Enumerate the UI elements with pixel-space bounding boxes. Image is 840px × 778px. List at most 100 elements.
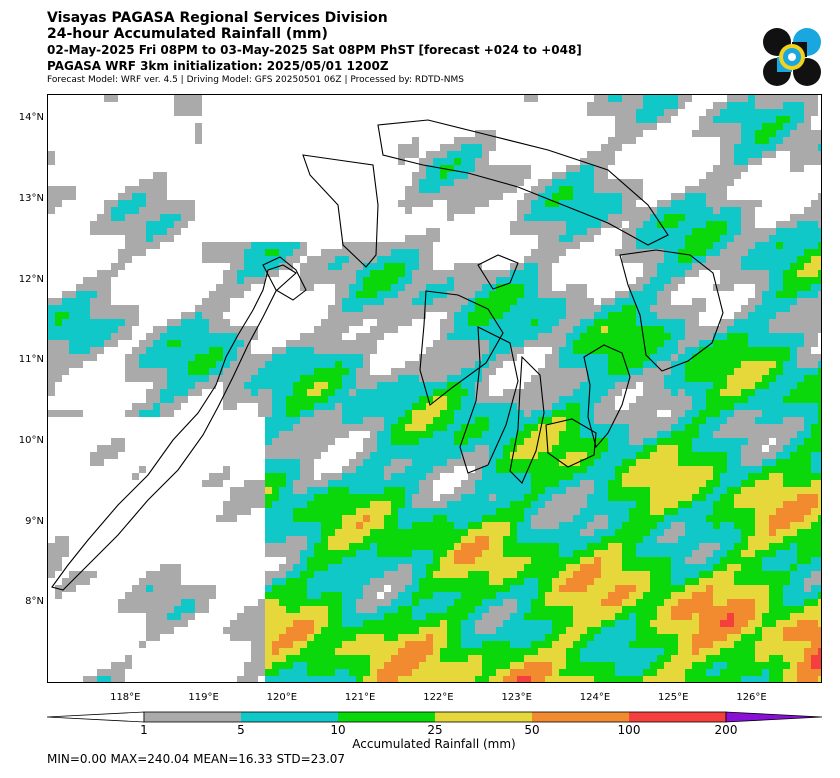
rainfall-cell [797,354,804,361]
rainfall-cell [370,585,377,592]
rainfall-cell [748,305,755,312]
rainfall-cell [391,242,398,249]
rainfall-cell [559,564,566,571]
rainfall-cell [391,417,398,424]
rainfall-cell [720,522,727,529]
rainfall-cell [573,179,580,186]
rainfall-cell [496,445,503,452]
rainfall-cell [713,228,720,235]
rainfall-cell [762,263,769,270]
rainfall-cell [699,403,706,410]
rainfall-cell [727,144,734,151]
rainfall-cell [517,494,524,501]
rainfall-cell [489,326,496,333]
rainfall-cell [426,459,433,466]
rainfall-cell [482,291,489,298]
rainfall-cell [377,403,384,410]
rainfall-cell [356,242,363,249]
rainfall-cell [475,431,482,438]
rainfall-cell [720,508,727,515]
rainfall-cell [566,242,573,249]
rainfall-cell [804,284,811,291]
rainfall-cell [706,459,713,466]
rainfall-cell [629,368,636,375]
rainfall-cell [475,151,482,158]
rainfall-cell [468,270,475,277]
rainfall-cell [461,277,468,284]
rainfall-cell [181,95,188,102]
rainfall-cell [90,312,97,319]
rainfall-cell [377,494,384,501]
rainfall-cell [762,375,769,382]
rainfall-cell [531,445,538,452]
rainfall-cell [377,536,384,543]
rainfall-cell [461,508,468,515]
rainfall-cell [363,417,370,424]
rainfall-cell [741,375,748,382]
rainfall-cell [664,291,671,298]
rainfall-cell [412,459,419,466]
rainfall-cell [580,515,587,522]
rainfall-cell [433,375,440,382]
rainfall-cell [713,242,720,249]
rainfall-cell [720,536,727,543]
rainfall-cell [286,550,293,557]
rainfall-cell [545,291,552,298]
rainfall-cell [104,298,111,305]
rainfall-cell [657,529,664,536]
rainfall-cell [272,403,279,410]
rainfall-cell [769,361,776,368]
rainfall-cell [664,228,671,235]
rainfall-cell [664,396,671,403]
rainfall-cell [216,326,223,333]
rainfall-cell [300,382,307,389]
rainfall-cell [538,480,545,487]
rainfall-cell [783,550,790,557]
rainfall-cell [629,585,636,592]
rainfall-cell [615,550,622,557]
rainfall-cell [797,109,804,116]
rainfall-cell [398,389,405,396]
rainfall-cell [531,249,538,256]
rainfall-cell [741,305,748,312]
rainfall-cell [405,417,412,424]
rainfall-cell [335,431,342,438]
rainfall-cell [776,557,783,564]
rainfall-cell [468,165,475,172]
rainfall-cell [517,228,524,235]
rainfall-cell [657,487,664,494]
rainfall-cell [727,578,734,585]
rainfall-cell [685,249,692,256]
rainfall-cell [797,319,804,326]
rainfall-cell [657,389,664,396]
rainfall-cell [755,368,762,375]
rainfall-cell [524,214,531,221]
rainfall-cell [727,410,734,417]
rainfall-cell [594,375,601,382]
rainfall-cell [265,550,272,557]
rainfall-cell [321,277,328,284]
rainfall-cell [671,207,678,214]
rainfall-cell [615,298,622,305]
rainfall-cell [685,207,692,214]
rainfall-cell [489,396,496,403]
rainfall-cell [776,515,783,522]
rainfall-cell [615,501,622,508]
rainfall-cell [748,270,755,277]
rainfall-cell [272,578,279,585]
rainfall-cell [601,368,608,375]
rainfall-cell [566,424,573,431]
rainfall-cell [426,578,433,585]
rainfall-cell [328,431,335,438]
rainfall-cell [587,214,594,221]
rainfall-cell [237,333,244,340]
rainfall-cell [153,186,160,193]
rainfall-cell [335,284,342,291]
rainfall-cell [419,480,426,487]
rainfall-cell [692,536,699,543]
rainfall-cell [594,347,601,354]
rainfall-cell [314,340,321,347]
rainfall-cell [713,459,720,466]
rainfall-cell [440,529,447,536]
rainfall-cell [713,333,720,340]
